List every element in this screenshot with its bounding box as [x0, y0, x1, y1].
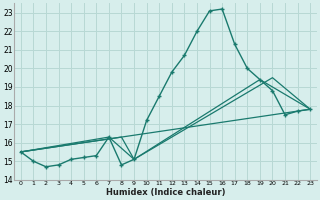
X-axis label: Humidex (Indice chaleur): Humidex (Indice chaleur) [106, 188, 225, 197]
